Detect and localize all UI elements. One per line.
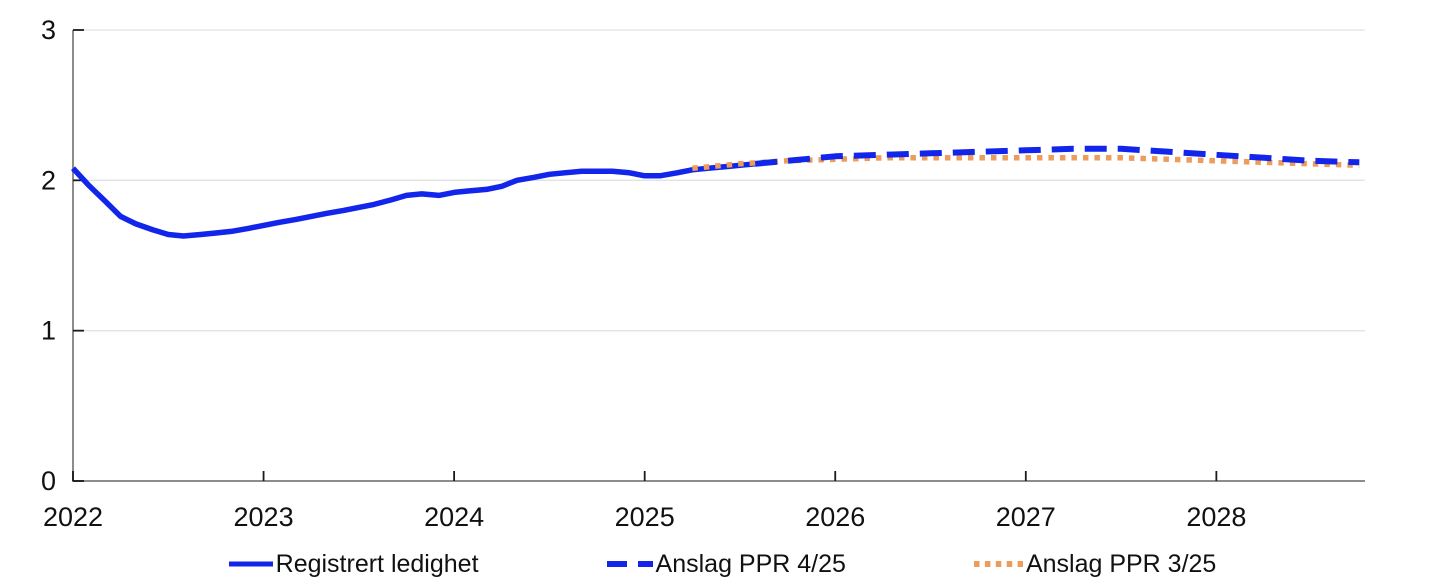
legend-item-anslag-ppr-4-25: Anslag PPR 4/25 bbox=[606, 549, 846, 579]
series-line-registrert-ledighet bbox=[70, 161, 756, 239]
x-tick-label: 2027 bbox=[996, 502, 1056, 532]
legend-label-anslag-ppr-4-25: Anslag PPR 4/25 bbox=[655, 549, 846, 578]
x-tick-label: 2024 bbox=[424, 502, 484, 532]
legend-swatch-dashed-line bbox=[606, 561, 653, 567]
legend-item-anslag-ppr-3-25: Anslag PPR 3/25 bbox=[973, 549, 1217, 579]
y-tick-label: 3 bbox=[41, 15, 56, 45]
legend-label-registrert-ledighet: Registrert ledighet bbox=[275, 549, 479, 578]
legend-swatch-dotted-line bbox=[973, 561, 1023, 567]
series-line-anslag-ppr-4-25 bbox=[754, 145, 1360, 167]
legend-swatch-solid-line bbox=[228, 561, 273, 567]
y-tick-label: 2 bbox=[41, 165, 56, 195]
unemployment-line-chart: 0 1 2 3 2022 2023 2024 2025 2026 2027 2028 bbox=[41, 15, 1365, 532]
legend-item-registrert-ledighet: Registrert ledighet bbox=[228, 549, 479, 579]
x-tick-label: 2022 bbox=[43, 502, 103, 532]
x-tick-label: 2028 bbox=[1186, 502, 1246, 532]
chart-legend: Registrert ledighet Anslag PPR 4/25 Ansl… bbox=[0, 540, 1445, 588]
x-tick-label: 2026 bbox=[805, 502, 865, 532]
y-tick-label: 1 bbox=[41, 316, 56, 346]
series-line-anslag-ppr-3-25 bbox=[692, 155, 1360, 172]
x-tick-label: 2023 bbox=[234, 502, 294, 532]
x-tick-label: 2025 bbox=[615, 502, 675, 532]
legend-label-anslag-ppr-3-25: Anslag PPR 3/25 bbox=[1025, 549, 1217, 578]
y-tick-label: 0 bbox=[41, 466, 56, 496]
